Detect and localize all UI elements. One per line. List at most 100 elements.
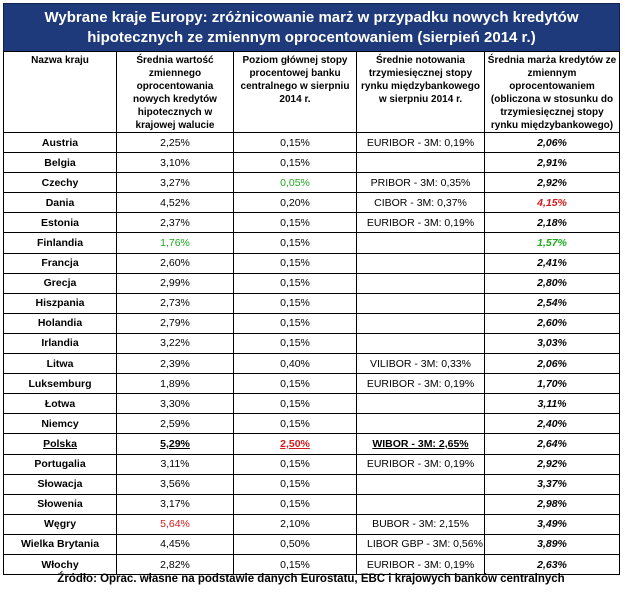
country-cell: Wielka Brytania	[3, 533, 117, 555]
interbank-cell: EURIBOR - 3M: 0,19%	[356, 553, 485, 576]
table-row: Hiszpania 2,73% 0,15% 2,54%	[3, 292, 620, 314]
country-cell: Belgia	[3, 152, 117, 174]
country-cell: Łotwa	[3, 393, 117, 415]
margin-cell: 2,40%	[484, 413, 620, 435]
cb-cell: 0,15%	[233, 312, 357, 334]
country-cell: Litwa	[3, 353, 117, 375]
margin-cell: 3,49%	[484, 513, 620, 535]
table-row: Słowacja 3,56% 0,15% 3,37%	[3, 473, 620, 495]
title-text: Wybrane kraje Europy: zróżnicowanie marż…	[44, 8, 579, 46]
margin-cell: 2,54%	[484, 292, 620, 314]
rate-cell: 3,10%	[116, 152, 234, 174]
interbank-cell	[356, 393, 485, 415]
interbank-cell	[356, 493, 485, 515]
country-cell: Niemcy	[3, 413, 117, 435]
cb-cell: 0,40%	[233, 353, 357, 375]
rate-cell: 2,73%	[116, 292, 234, 314]
rate-cell: 1,89%	[116, 373, 234, 395]
interbank-cell: EURIBOR - 3M: 0,19%	[356, 373, 485, 395]
header-cb-rate: Poziom głównej stopy procentowej banku c…	[233, 51, 357, 133]
margin-cell: 3,03%	[484, 332, 620, 355]
margin-cell: 3,89%	[484, 533, 620, 555]
interbank-cell	[356, 292, 485, 314]
cb-cell: 0,15%	[233, 252, 357, 274]
header-country: Nazwa kraju	[3, 51, 117, 133]
cb-cell: 0,15%	[233, 473, 357, 495]
margin-cell: 2,91%	[484, 152, 620, 174]
country-cell: Grecja	[3, 272, 117, 294]
rate-cell: 4,52%	[116, 192, 234, 214]
rate-cell: 3,56%	[116, 473, 234, 495]
table-row: Łotwa 3,30% 0,15% 3,11%	[3, 393, 620, 415]
margin-cell: 2,06%	[484, 353, 620, 375]
header-avg-rate: Średnia wartość zmiennego oprocentowania…	[116, 51, 234, 133]
rate-cell: 5,29%	[116, 433, 234, 455]
interbank-cell	[356, 312, 485, 334]
margin-cell: 1,70%	[484, 373, 620, 395]
rate-cell: 3,22%	[116, 332, 234, 355]
cb-cell: 0,15%	[233, 493, 357, 515]
rate-cell: 3,27%	[116, 172, 234, 194]
interbank-cell: EURIBOR - 3M: 0,19%	[356, 131, 485, 154]
country-cell: Słowenia	[3, 493, 117, 515]
cb-cell: 0,15%	[233, 152, 357, 174]
rate-cell: 4,45%	[116, 533, 234, 555]
interbank-cell: CIBOR - 3M: 0,37%	[356, 192, 485, 214]
table-row: Wielka Brytania 4,45% 0,50% LIBOR GBP - …	[3, 533, 620, 555]
country-cell: Francja	[3, 252, 117, 274]
rate-cell: 3,11%	[116, 453, 234, 475]
interbank-cell	[356, 413, 485, 435]
cb-cell: 0,15%	[233, 131, 357, 154]
country-cell: Holandia	[3, 312, 117, 334]
cb-cell: 0,15%	[233, 292, 357, 314]
cb-cell: 0,15%	[233, 373, 357, 395]
rate-cell: 3,30%	[116, 393, 234, 415]
margins-table: Nazwa kraju Średnia wartość zmiennego op…	[3, 51, 620, 576]
country-cell: Austria	[3, 131, 117, 154]
interbank-cell: BUBOR - 3M: 2,15%	[356, 513, 485, 535]
rate-cell: 2,37%	[116, 212, 234, 234]
header-interbank: Średnie notowania trzymiesięcznej stopy …	[356, 51, 485, 133]
interbank-cell: PRIBOR - 3M: 0,35%	[356, 172, 485, 194]
cb-cell: 0,15%	[233, 393, 357, 415]
interbank-cell	[356, 232, 485, 254]
country-cell: Finlandia	[3, 232, 117, 254]
table-title: Wybrane kraje Europy: zróżnicowanie marż…	[3, 3, 620, 52]
margin-cell: 2,64%	[484, 433, 620, 455]
interbank-cell	[356, 252, 485, 274]
table-row: Portugalia 3,11% 0,15% EURIBOR - 3M: 0,1…	[3, 453, 620, 475]
table-row: Belgia 3,10% 0,15% 2,91%	[3, 152, 620, 174]
header-margin: Średnia marża kredytów ze zmiennym oproc…	[484, 51, 620, 133]
table-row: Irlandia 3,22% 0,15% 3,03%	[3, 332, 620, 355]
margin-cell: 2,63%	[484, 553, 620, 576]
country-cell: Węgry	[3, 513, 117, 535]
table-row: Austria 2,25% 0,15% EURIBOR - 3M: 0,19% …	[3, 131, 620, 154]
rate-cell: 2,99%	[116, 272, 234, 294]
cb-cell: 2,10%	[233, 513, 357, 535]
margin-cell: 2,92%	[484, 172, 620, 194]
margin-cell: 3,37%	[484, 473, 620, 495]
cb-cell: 0,50%	[233, 533, 357, 555]
cb-cell: 0,15%	[233, 232, 357, 254]
rate-cell: 2,25%	[116, 131, 234, 154]
country-cell: Czechy	[3, 172, 117, 194]
margin-cell: 2,60%	[484, 312, 620, 334]
rate-cell: 2,39%	[116, 353, 234, 375]
margin-cell: 2,80%	[484, 272, 620, 294]
interbank-cell	[356, 473, 485, 495]
table-row: Grecja 2,99% 0,15% 2,80%	[3, 272, 620, 294]
rate-cell: 2,79%	[116, 312, 234, 334]
rate-cell: 3,17%	[116, 493, 234, 515]
margin-cell: 2,06%	[484, 131, 620, 154]
cb-cell: 0,15%	[233, 272, 357, 294]
cb-cell: 0,15%	[233, 212, 357, 234]
table-row: Litwa 2,39% 0,40% VILIBOR - 3M: 0,33% 2,…	[3, 353, 620, 375]
table-row: Luksemburg 1,89% 0,15% EURIBOR - 3M: 0,1…	[3, 373, 620, 395]
country-cell: Włochy	[3, 553, 117, 576]
rate-cell: 1,76%	[116, 232, 234, 254]
margin-cell: 2,92%	[484, 453, 620, 475]
table-row: Słowenia 3,17% 0,15% 2,98%	[3, 493, 620, 515]
interbank-cell: EURIBOR - 3M: 0,19%	[356, 212, 485, 234]
interbank-cell: VILIBOR - 3M: 0,33%	[356, 353, 485, 375]
source-note: Źródło: Oprac. własne na podstawie danyc…	[57, 573, 565, 585]
